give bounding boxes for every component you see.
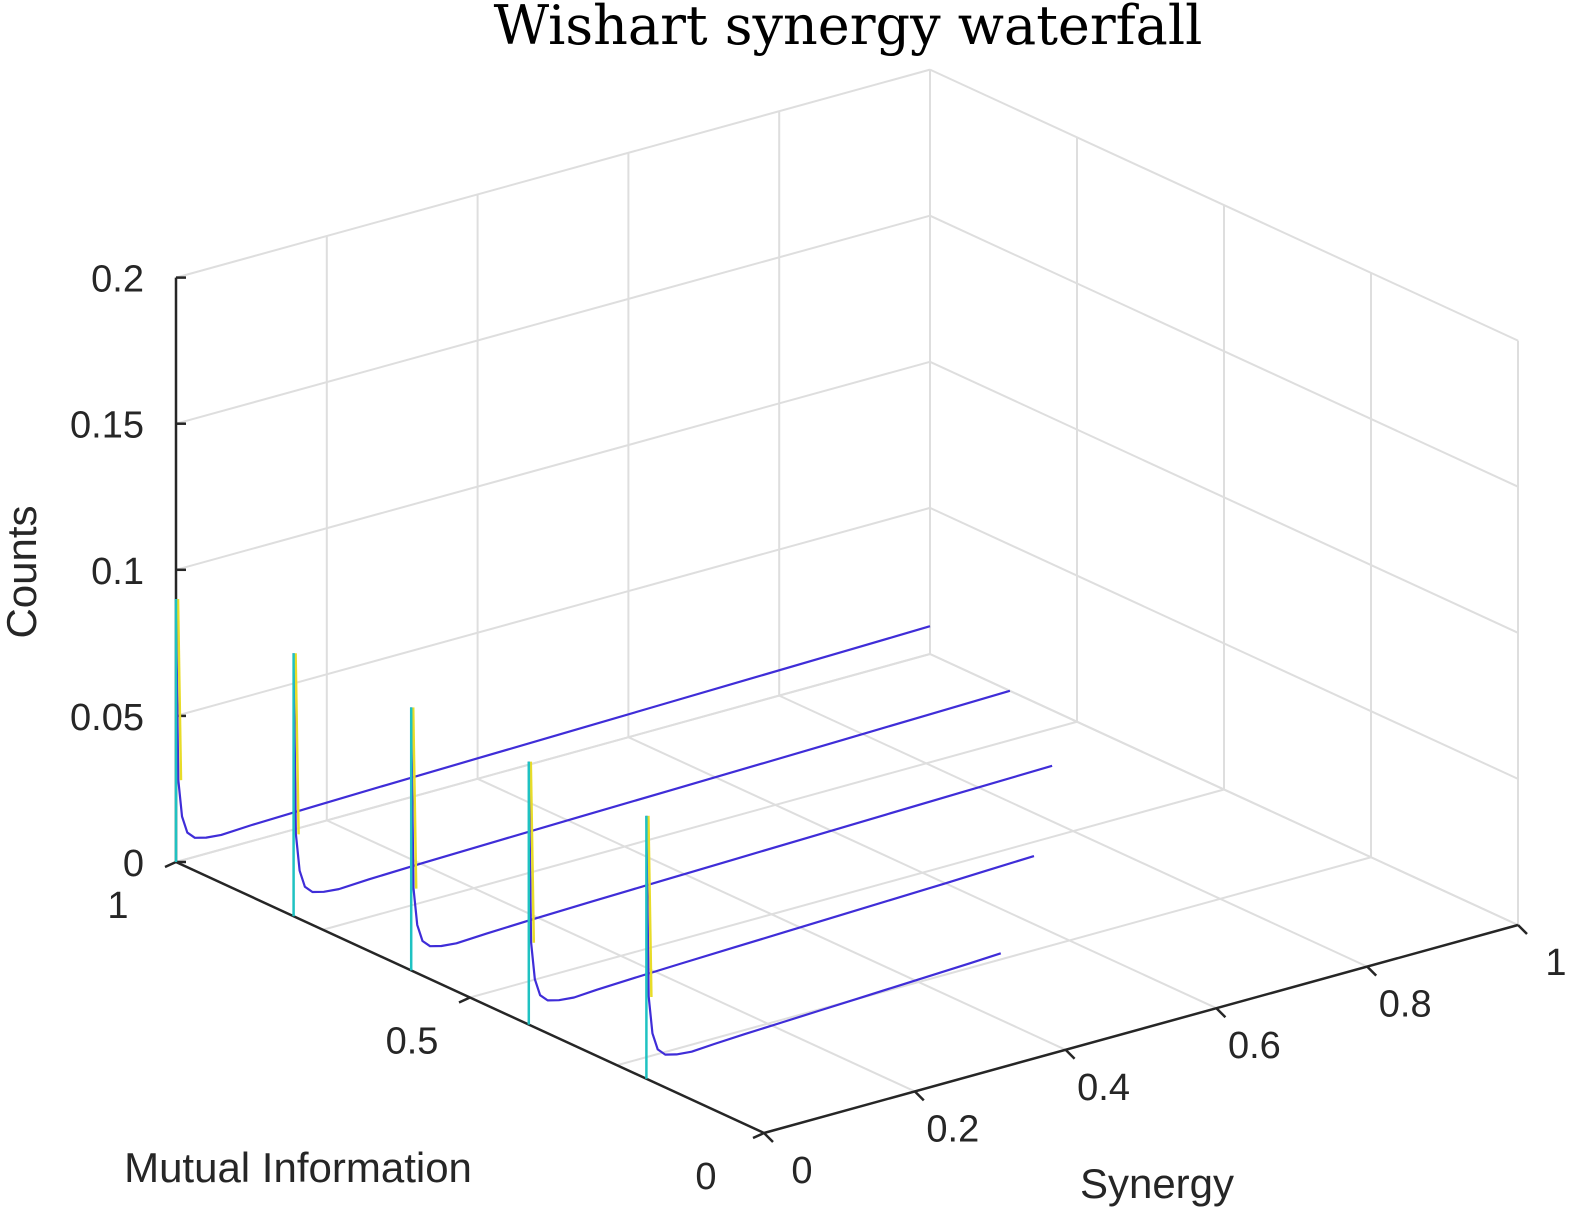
spike-top <box>529 761 536 943</box>
x-axis-label: Synergy <box>1080 1160 1234 1207</box>
waterfall-curve <box>527 761 1035 1002</box>
spike-top <box>176 598 183 781</box>
x-tick-mark <box>1064 1048 1076 1060</box>
x-tick-mark <box>1517 924 1528 935</box>
chart-title: Wishart synergy waterfall <box>494 0 1203 57</box>
y-tick-mark <box>164 860 177 869</box>
x-tick-label: 0.4 <box>1077 1067 1130 1109</box>
waterfall-curve <box>292 653 1011 894</box>
floor-grid-line <box>469 788 1225 999</box>
x-tick-label: 0.2 <box>926 1108 979 1150</box>
floor-grid-line <box>616 856 1372 1067</box>
waterfall-series <box>645 815 1002 1079</box>
side-wall-grid-line <box>929 68 1519 342</box>
y-axis-label: Mutual Information <box>124 1144 472 1191</box>
y-tick-label: 0 <box>695 1156 716 1198</box>
waterfall-series <box>527 761 1035 1025</box>
waterfall-series <box>409 707 1053 971</box>
side-wall-grid-line <box>929 214 1519 488</box>
x-tick-mark <box>1215 1007 1227 1019</box>
side-wall-grid-line <box>929 360 1519 634</box>
y-tick-mark <box>458 996 471 1004</box>
z-tick-label: 0.2 <box>91 259 144 301</box>
z-tick-label: 0.1 <box>91 551 144 593</box>
x-tick-label: 0 <box>791 1150 812 1192</box>
z-tick-label: 0.05 <box>70 697 144 739</box>
series-group <box>174 598 1053 1079</box>
x-axis-line <box>763 923 1519 1135</box>
grid-lines <box>175 68 1519 1134</box>
waterfall-curve <box>174 599 931 839</box>
x-tick-mark <box>1366 965 1378 977</box>
back-wall-grid-line <box>175 506 931 717</box>
y-tick-label: 0.5 <box>386 1021 439 1063</box>
x-tick-label: 0.6 <box>1228 1025 1281 1067</box>
waterfall-series <box>292 653 1011 917</box>
spike-top <box>647 815 653 998</box>
back-wall-grid-line <box>175 214 931 425</box>
y-tick-mark <box>752 1131 765 1140</box>
waterfall-curve <box>410 707 1053 948</box>
spike-top <box>294 653 300 835</box>
z-axis-label: Counts <box>0 505 45 638</box>
x-tick-label: 1 <box>1545 942 1566 984</box>
side-wall-grid-line <box>929 506 1519 780</box>
z-tick-label: 0.15 <box>70 405 144 447</box>
back-wall-grid-line <box>175 68 931 279</box>
z-tick-label: 0 <box>123 843 144 885</box>
back-wall-grid-line <box>175 653 931 863</box>
waterfall-series <box>174 598 931 862</box>
axes <box>164 276 1528 1143</box>
waterfall-curve <box>645 815 1002 1056</box>
x-tick-mark <box>913 1090 925 1102</box>
x-tick-mark <box>763 1132 774 1143</box>
floor-grid-line <box>322 720 1078 931</box>
x-tick-label: 0.8 <box>1379 984 1432 1026</box>
back-wall-grid-line <box>175 360 931 571</box>
spike-top <box>411 707 418 889</box>
side-wall-grid-line <box>929 653 1519 926</box>
y-tick-label: 1 <box>107 885 128 927</box>
